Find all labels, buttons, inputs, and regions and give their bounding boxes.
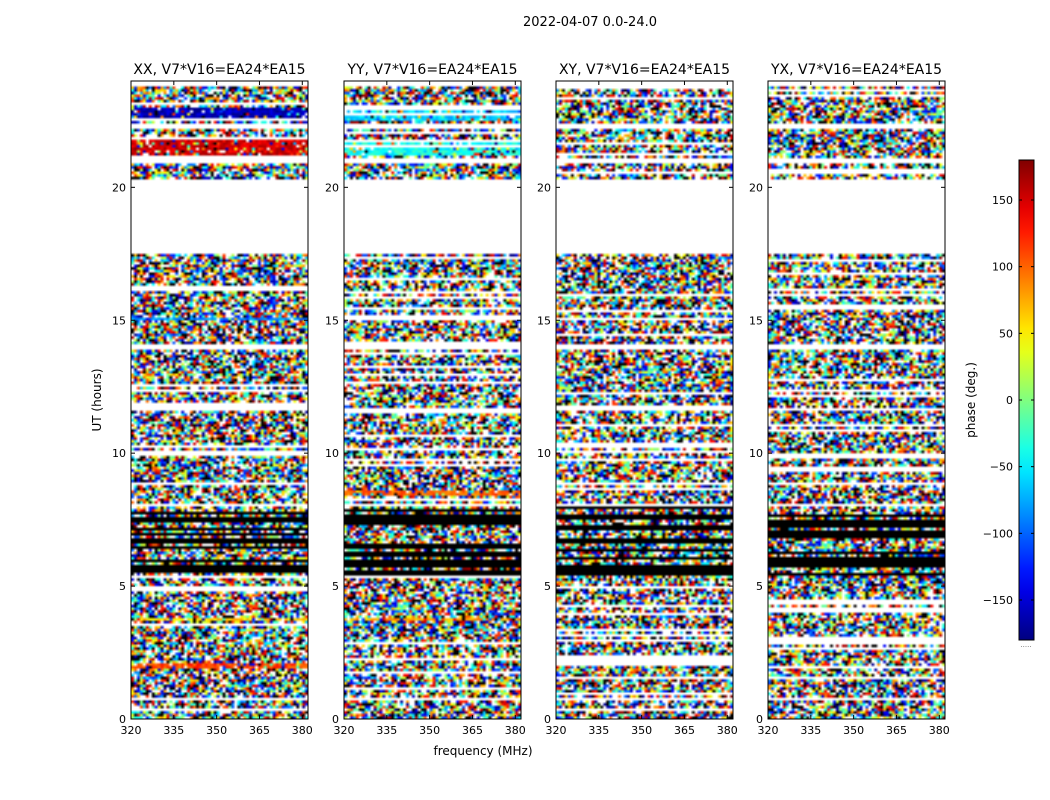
x-tick-label: 320: [758, 724, 779, 737]
x-tick-label: 350: [419, 724, 440, 737]
phase-waterfall-image: [344, 81, 521, 719]
y-tick-label: 10: [112, 447, 126, 460]
colorbar-tick-label: 50: [999, 327, 1013, 340]
y-tick-label: 5: [119, 580, 126, 593]
x-tick-label: 335: [800, 724, 821, 737]
panel-frame: [555, 80, 734, 720]
y-tick-label: 15: [749, 314, 763, 327]
x-tick-label: 350: [631, 724, 652, 737]
y-tick-label: 20: [325, 181, 339, 194]
y-tick-label: 15: [112, 314, 126, 327]
panel-frame: [343, 80, 522, 720]
x-tick-label: 380: [929, 724, 950, 737]
x-axis-label: frequency (MHz): [433, 744, 532, 758]
y-tick-label: 0: [756, 713, 763, 726]
y-axis-label: UT (hours): [90, 368, 104, 431]
colorbar-tick-label: 0: [1006, 394, 1013, 407]
x-tick-label: 365: [674, 724, 695, 737]
colorbar-label: phase (deg.): [964, 362, 978, 438]
y-tick-label: 20: [537, 181, 551, 194]
colorbar: 150 100 50 0 −50 −100 −150: [983, 159, 1035, 641]
y-tick-label: 5: [544, 580, 551, 593]
panel-1: YY, V7*V16=EA24*EA15 320 335 350 365 380 0 5 10 1…: [325, 62, 526, 737]
x-tick-label: 335: [163, 724, 184, 737]
y-tick-label: 5: [332, 580, 339, 593]
x-tick-label: 335: [588, 724, 609, 737]
y-tick-label: 20: [749, 181, 763, 194]
x-tick-label: 365: [886, 724, 907, 737]
colorbar-tick-label: −100: [983, 527, 1013, 540]
y-tick-label: 0: [544, 713, 551, 726]
panel-2: XY, V7*V16=EA24*EA15 320 335 350 365 380 0 5 10 1…: [537, 62, 738, 737]
phase-waterfall-image: [768, 81, 945, 719]
x-tick-label: 380: [717, 724, 738, 737]
panel-title: XX, V7*V16=EA24*EA15: [133, 62, 305, 78]
panel-0: XX, V7*V16=EA24*EA15 320 335 350 365 380 0 5 10 1…: [112, 62, 313, 737]
x-tick-label: 350: [843, 724, 864, 737]
colorbar-tick-label: −50: [990, 461, 1013, 474]
panel-frame: [130, 80, 309, 720]
y-tick-label: 0: [332, 713, 339, 726]
y-tick-label: 5: [756, 580, 763, 593]
panel-3: YX, V7*V16=EA24*EA15 320 335 350 365 380 0 5 10 1…: [749, 62, 950, 737]
x-tick-label: 380: [505, 724, 526, 737]
panel-frame: [767, 80, 946, 720]
phase-waterfall-image: [131, 81, 308, 719]
colorbar-tick-label: 100: [992, 261, 1013, 274]
y-tick-label: 10: [325, 447, 339, 460]
colorbar-footer: .....: [1020, 641, 1031, 649]
y-tick-label: 15: [537, 314, 551, 327]
panels-group: XX, V7*V16=EA24*EA15 320 335 350 365 380 0 5 10 1…: [112, 62, 950, 737]
panel-title: XY, V7*V16=EA24*EA15: [559, 62, 730, 78]
panel-title: YY, V7*V16=EA24*EA15: [346, 62, 517, 78]
figure-suptitle: 2022-04-07 0.0-24.0: [523, 15, 657, 30]
panel-title: YX, V7*V16=EA24*EA15: [770, 62, 942, 78]
y-tick-label: 10: [749, 447, 763, 460]
x-tick-label: 365: [462, 724, 483, 737]
x-tick-label: 350: [206, 724, 227, 737]
x-tick-label: 365: [249, 724, 270, 737]
x-tick-label: 320: [334, 724, 355, 737]
y-tick-label: 20: [112, 181, 126, 194]
x-tick-label: 380: [292, 724, 313, 737]
y-tick-label: 10: [537, 447, 551, 460]
y-tick-label: 15: [325, 314, 339, 327]
colorbar-tick-label: 150: [992, 194, 1013, 207]
y-tick-label: 0: [119, 713, 126, 726]
phase-waterfall-image: [556, 81, 733, 719]
colorbar-tick-label: −150: [983, 594, 1013, 607]
x-tick-label: 320: [546, 724, 567, 737]
x-tick-label: 320: [121, 724, 142, 737]
x-tick-label: 335: [376, 724, 397, 737]
